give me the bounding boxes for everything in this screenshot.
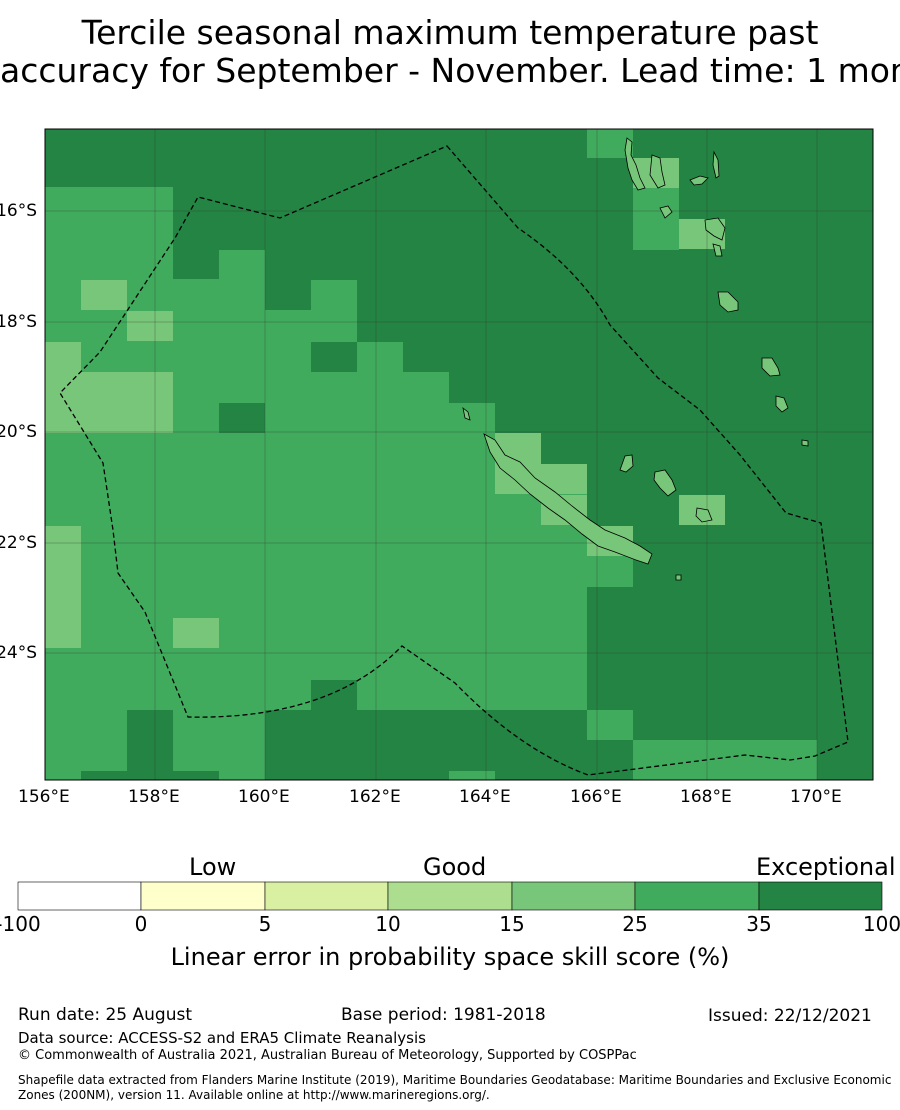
lon-tick-label: 156°E <box>18 787 70 807</box>
island-landmass <box>624 137 646 191</box>
island-landmass <box>761 357 781 377</box>
colorbar-category-exceptional: Exceptional <box>756 853 896 881</box>
lon-tick-label: 160°E <box>238 787 290 807</box>
island-landmass <box>695 507 713 523</box>
colorbar-tick-label: 5 <box>258 912 272 936</box>
island-landmass <box>619 454 634 473</box>
colorbar-category-good: Good <box>423 853 487 881</box>
colorbar-segment <box>758 881 883 911</box>
island-landmass <box>704 217 726 241</box>
island-landmass <box>712 243 723 257</box>
colorbar-category-low: Low <box>189 853 237 881</box>
issued-date: Issued: 22/12/2021 <box>708 1006 872 1026</box>
title-line-1: Tercile seasonal maximum temperature pas… <box>81 14 819 52</box>
lon-tick-label: 168°E <box>680 787 732 807</box>
data-source: Data source: ACCESS-S2 and ERA5 Climate … <box>18 1029 426 1047</box>
skill-cell-15-25 <box>45 342 81 372</box>
island-landmass <box>712 150 720 179</box>
colorbar-label: Linear error in probability space skill … <box>170 943 730 971</box>
skill-cell-25-35 <box>633 740 817 780</box>
eez-boundary <box>59 145 849 776</box>
colorbar-tick-label: 0 <box>134 912 148 936</box>
colorbar-segment <box>511 881 636 911</box>
map-frame <box>44 128 874 781</box>
lon-tick-label: 170°E <box>790 787 842 807</box>
shapefile-credit-2: Zones (200NM), version 11. Available onl… <box>18 1088 490 1102</box>
colorbar-tick-label: -100 <box>0 912 41 936</box>
island-landmass <box>675 574 682 581</box>
lat-tick-label: 24°S <box>0 643 37 663</box>
lat-tick-label: 18°S <box>0 312 37 332</box>
skill-cell-35-100 <box>587 740 633 780</box>
skill-cell-15-25 <box>127 311 173 341</box>
lon-tick-label: 158°E <box>128 787 180 807</box>
colorbar-segment <box>17 881 142 911</box>
base-period: Base period: 1981-2018 <box>341 1005 546 1025</box>
island-landmass <box>801 439 809 447</box>
island-landmass <box>483 433 653 565</box>
colorbar-segment <box>387 881 513 911</box>
lat-tick-label: 22°S <box>0 533 37 553</box>
colorbar-tick-label: 10 <box>375 912 401 936</box>
lon-tick-label: 166°E <box>570 787 622 807</box>
copyright: © Commonwealth of Australia 2021, Austra… <box>18 1048 637 1063</box>
colorbar-tick-label: 15 <box>499 912 525 936</box>
graticule <box>45 129 873 780</box>
skill-cell-15-25 <box>45 526 81 648</box>
colorbar <box>17 881 883 911</box>
colorbar-segment <box>264 881 389 911</box>
colorbar-tick-label: 35 <box>746 912 772 936</box>
island-landmass <box>717 291 739 313</box>
lat-tick-label: 20°S <box>0 422 37 442</box>
colorbar-tick-label: 25 <box>622 912 648 936</box>
colorbar-segment <box>634 881 760 911</box>
island-landmass <box>649 154 666 189</box>
skill-cell-15-25 <box>81 280 127 310</box>
shapefile-credit-1: Shapefile data extracted from Flanders M… <box>18 1073 892 1087</box>
title-line-2: accuracy for September - November. Lead … <box>0 52 900 90</box>
skill-cell-35-100 <box>265 710 541 780</box>
lat-tick-label: 16°S <box>0 201 37 221</box>
skill-grid <box>45 129 873 780</box>
colorbar-segment <box>140 881 266 911</box>
skill-cell-35-100 <box>311 680 357 710</box>
island-landmass <box>775 395 789 413</box>
skill-cell-35-100 <box>219 403 265 433</box>
lon-tick-label: 164°E <box>459 787 511 807</box>
skill-cell-15-25 <box>45 372 173 433</box>
skill-cell-35-100 <box>311 342 357 372</box>
skill-cell-25-35 <box>449 771 495 780</box>
skill-cell-15-25 <box>173 618 219 648</box>
island-landmass <box>462 407 471 421</box>
land-masses <box>462 137 809 581</box>
island-landmass <box>653 469 677 497</box>
lon-tick-label: 162°E <box>349 787 401 807</box>
colorbar-tick-label: 100 <box>862 912 900 936</box>
island-landmass <box>659 205 673 219</box>
island-landmass <box>689 175 709 186</box>
run-date: Run date: 25 August <box>18 1005 192 1025</box>
